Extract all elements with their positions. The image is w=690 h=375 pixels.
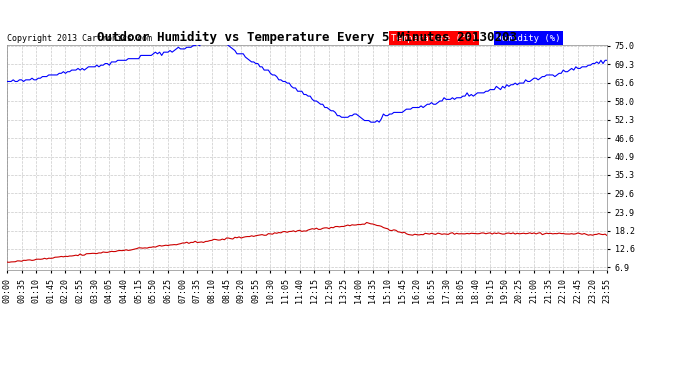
Text: Temperature (°F): Temperature (°F) [391,34,477,43]
Text: Copyright 2013 Cartronics.com: Copyright 2013 Cartronics.com [7,34,152,43]
Text: Humidity (%): Humidity (%) [496,34,561,43]
Title: Outdoor Humidity vs Temperature Every 5 Minutes 20130203: Outdoor Humidity vs Temperature Every 5 … [97,31,517,44]
